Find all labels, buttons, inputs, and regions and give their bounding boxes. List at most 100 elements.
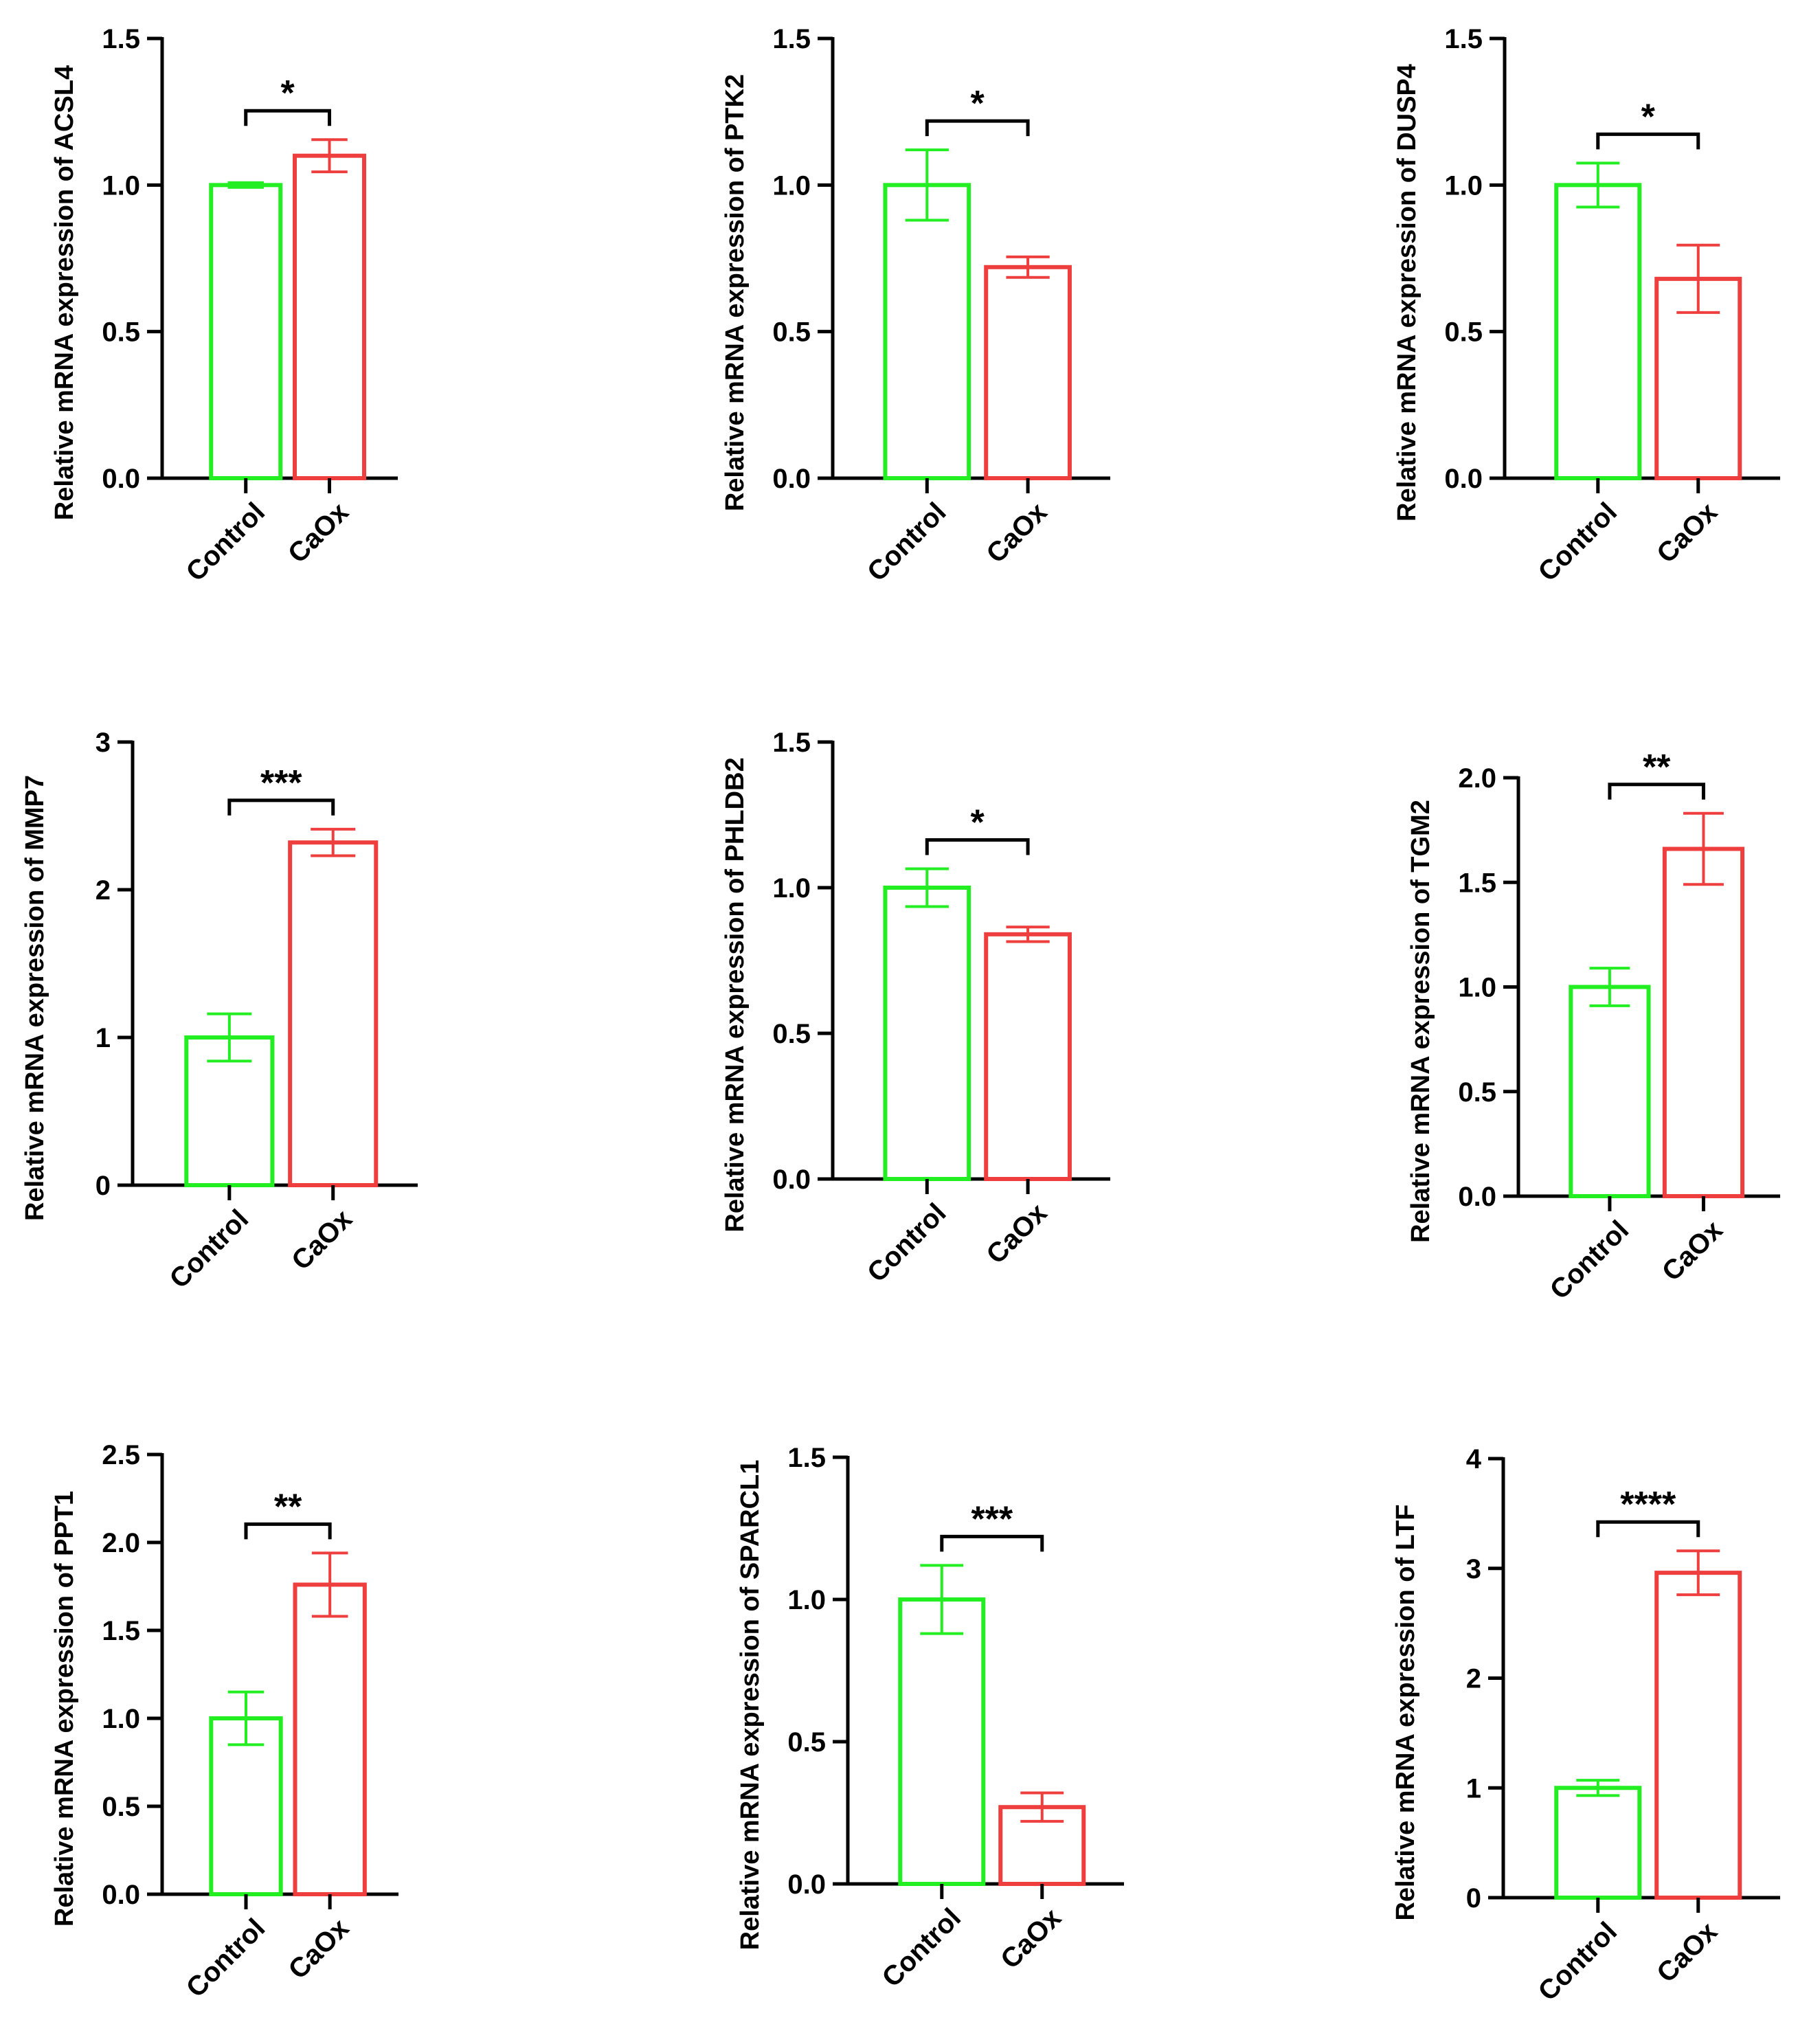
bar-caox	[984, 932, 1072, 1181]
x-category-label: CaOx	[980, 1198, 1053, 1270]
significance-label: ***	[260, 763, 302, 803]
y-tick-label: 0	[95, 1171, 111, 1201]
bar-caox	[293, 1582, 367, 1896]
y-tick-label: 0.5	[787, 1727, 826, 1757]
bar-caox	[293, 153, 366, 481]
significance-label: ****	[1620, 1485, 1676, 1525]
y-tick-label: 1.5	[787, 1443, 826, 1473]
y-tick-label: 0.0	[787, 1869, 826, 1900]
x-category-label: CaOx	[1651, 1916, 1723, 1988]
y-tick-label: 1.0	[772, 873, 811, 903]
y-axis-title: Relative mRNA expression of PPT1	[50, 1491, 79, 1927]
bar-caox	[984, 265, 1072, 480]
x-category-label: Control	[862, 497, 952, 587]
y-tick-label: 3	[1466, 1554, 1481, 1584]
significance-bracket	[244, 109, 332, 126]
x-category-label: CaOx	[1656, 1215, 1729, 1287]
y-tick-label: 1.5	[772, 728, 811, 758]
y-tick-label: 2.0	[1458, 763, 1496, 794]
y-axis-title: Relative mRNA expression of PTK2	[721, 74, 750, 511]
y-tick-label: 0.0	[772, 1165, 811, 1195]
bar-caox	[288, 840, 379, 1187]
y-tick-label: 0.5	[1458, 1077, 1496, 1108]
significance-bracket	[1608, 783, 1705, 800]
significance-bracket	[925, 119, 1030, 137]
significance-bracket	[244, 1522, 332, 1540]
y-tick-label: 0.0	[102, 464, 140, 494]
x-category-label: CaOx	[282, 497, 355, 569]
y-tick-label: 1.0	[1444, 170, 1483, 201]
bar-control	[883, 183, 971, 480]
significance-label: **	[1643, 748, 1671, 787]
bar-control	[898, 1597, 986, 1886]
x-category-label: Control	[876, 1902, 967, 1993]
x-category-label: CaOx	[995, 1902, 1067, 1975]
x-category-label: CaOx	[1651, 497, 1723, 569]
x-category-label: Control	[1544, 1215, 1635, 1305]
x-category-label: Control	[862, 1198, 952, 1288]
y-tick-label: 0.0	[772, 464, 811, 494]
significance-label: *	[971, 802, 985, 842]
y-tick-label: 1.5	[102, 24, 140, 54]
bar-control	[1554, 1786, 1642, 1900]
y-tick-label: 0	[1466, 1883, 1481, 1913]
y-axis-title: Relative mRNA expression of LTF	[1391, 1504, 1420, 1920]
chart-panel: 0.0 0.5 1.0 1.5 Control CaOx * Relative mRNA ex…	[50, 24, 398, 587]
y-axis-title: Relative mRNA expression of PHLDB2	[721, 757, 750, 1232]
significance-label: ***	[971, 1499, 1013, 1539]
y-tick-label: 1.5	[1458, 868, 1496, 898]
y-tick-label: 0.5	[1444, 317, 1483, 348]
y-tick-label: 2	[95, 875, 111, 906]
bar-caox	[1654, 1571, 1742, 1900]
chart-panel: 0 1 2 3 4 Control CaOx **** Relative mRNA expres…	[1391, 1444, 1780, 2007]
x-category-label: CaOx	[286, 1204, 358, 1276]
y-tick-label: 1.0	[772, 170, 811, 201]
bar-control	[883, 886, 971, 1181]
significance-label: *	[1641, 97, 1656, 137]
y-tick-label: 1.0	[1458, 973, 1496, 1003]
y-axis-title: Relative mRNA expression of ACSL4	[50, 65, 79, 520]
y-tick-label: 1	[95, 1023, 111, 1053]
significance-bracket	[940, 1534, 1044, 1552]
x-category-label: Control	[181, 1913, 271, 2003]
y-tick-label: 3	[95, 728, 111, 758]
chart-panel: 0.0 0.5 1.0 1.5 2.0 2.5 Control CaOx ** Relative …	[50, 1440, 398, 2003]
y-tick-label: 0.5	[772, 1019, 811, 1049]
y-tick-label: 1.0	[787, 1585, 826, 1615]
significance-bracket	[1596, 1520, 1700, 1538]
y-axis-title: Relative mRNA expression of TGM2	[1406, 800, 1435, 1243]
bar-control	[209, 183, 283, 480]
y-axis-title: Relative mRNA expression of SPARCL1	[736, 1460, 765, 1951]
y-axis-title: Relative mRNA expression of DUSP4	[1393, 64, 1422, 521]
y-axis-title: Relative mRNA expression of MMP7	[21, 775, 49, 1221]
y-tick-label: 1.0	[102, 170, 140, 201]
chart-panel: 0 1 2 3 Control CaOx *** Relative mRNA expressi…	[21, 728, 418, 1294]
y-tick-label: 1.5	[1444, 24, 1483, 54]
y-tick-label: 0.5	[102, 317, 140, 348]
y-tick-label: 1	[1466, 1773, 1481, 1804]
y-tick-label: 0.0	[1458, 1182, 1496, 1212]
y-tick-label: 2.0	[102, 1528, 140, 1558]
chart-panel: 0.0 0.5 1.0 1.5 Control CaOx * Relative mRNA ex…	[1393, 24, 1780, 587]
bar-control	[1569, 985, 1651, 1198]
y-tick-label: 1.5	[772, 24, 811, 54]
bar-caox	[1662, 846, 1745, 1199]
chart-panel: 0.0 0.5 1.0 1.5 Control CaOx *** Relative mRNA …	[736, 1443, 1124, 1993]
y-tick-label: 1.5	[102, 1616, 140, 1646]
y-tick-label: 1.0	[102, 1704, 140, 1734]
y-tick-label: 0.5	[102, 1792, 140, 1822]
y-tick-label: 2	[1466, 1664, 1481, 1694]
y-tick-label: 0.0	[1444, 464, 1483, 494]
x-category-label: Control	[180, 497, 271, 587]
x-category-label: Control	[1532, 1916, 1623, 2007]
x-category-label: CaOx	[980, 497, 1053, 569]
x-category-label: Control	[164, 1204, 255, 1294]
x-category-label: CaOx	[283, 1913, 355, 1985]
significance-bracket	[925, 838, 1030, 855]
x-category-label: Control	[1532, 497, 1623, 587]
significance-label: *	[971, 84, 985, 124]
significance-label: *	[280, 74, 295, 113]
significance-bracket	[1596, 132, 1700, 150]
